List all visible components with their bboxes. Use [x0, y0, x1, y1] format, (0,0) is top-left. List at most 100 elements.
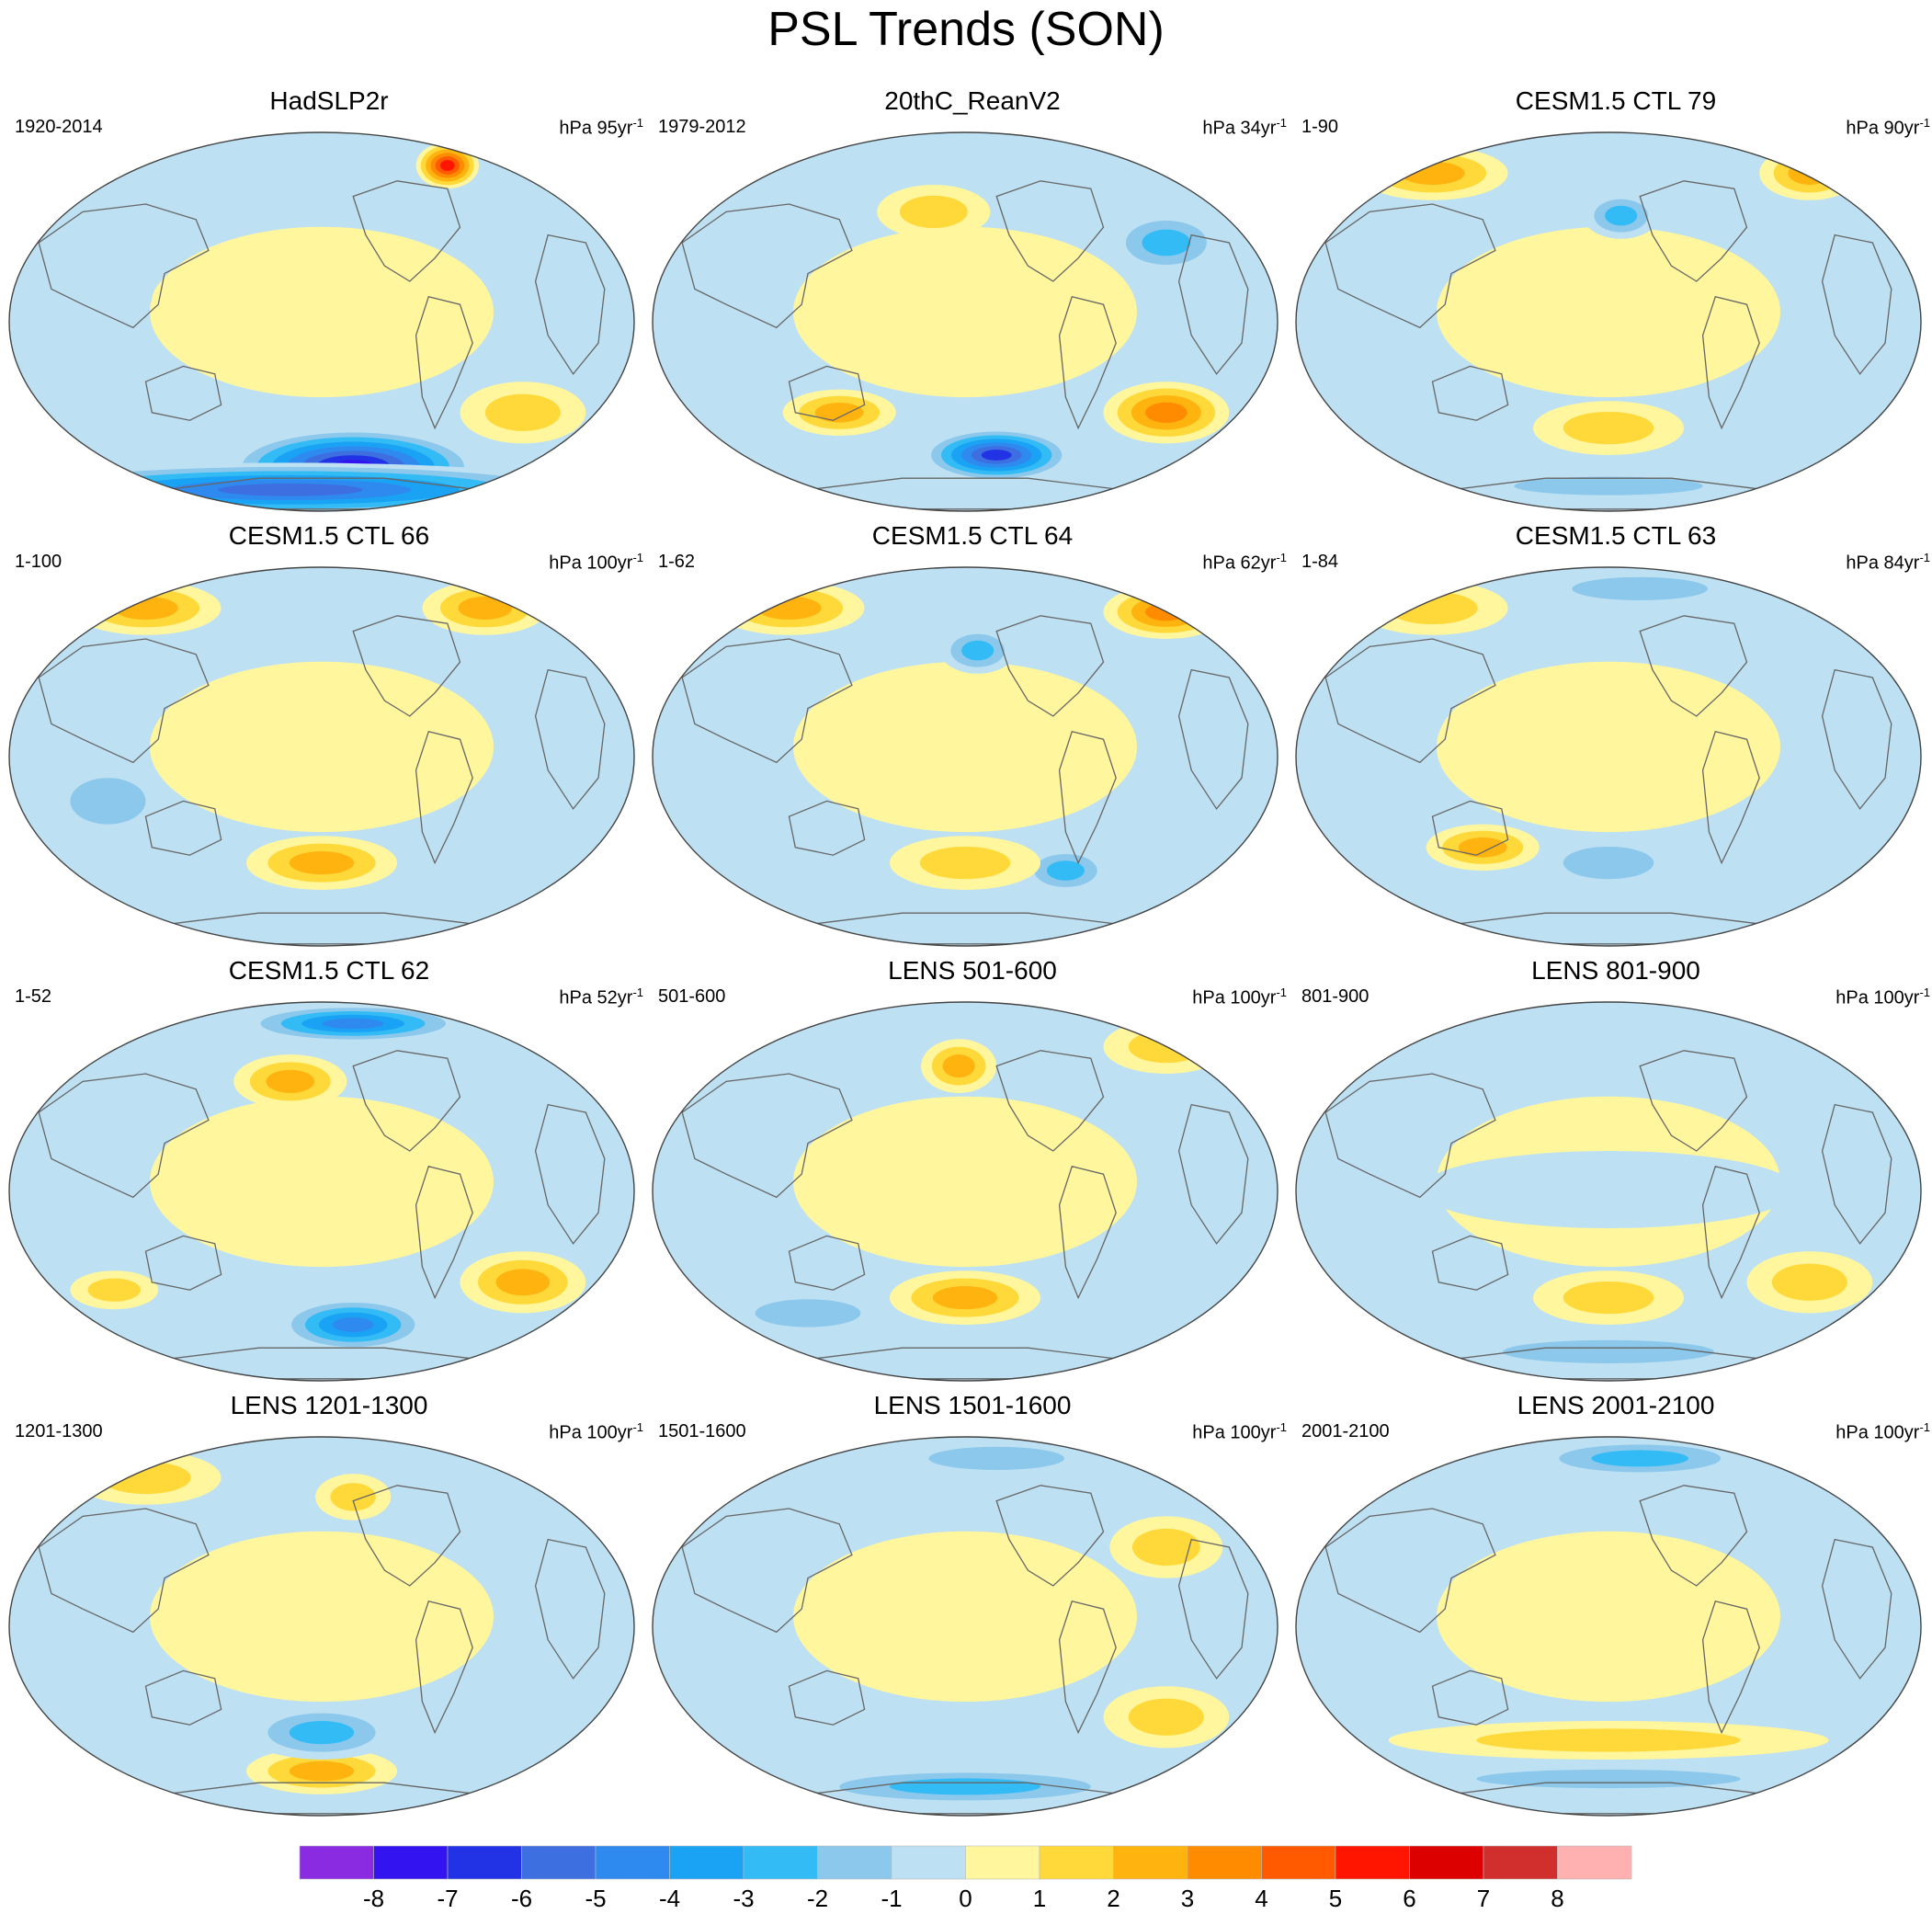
trend-map	[8, 1436, 635, 1817]
map-border	[1295, 566, 1922, 947]
coastline	[995, 615, 1105, 717]
coastline	[38, 203, 210, 329]
anomaly-contour	[889, 1778, 1041, 1795]
colorbar-tick-label: 5	[1329, 1885, 1342, 1912]
anomaly-contour	[70, 778, 146, 825]
units-label: hPa 100yr	[549, 553, 633, 574]
map-panel: LENS 801-900 801-900 hPa 100yr-1	[1294, 956, 1932, 1388]
panel-title: LENS 1501-1600	[873, 1391, 1072, 1419]
colorbar-bin	[1557, 1845, 1632, 1880]
trend-map	[1295, 1001, 1922, 1382]
panel-title: CESM1.5 CTL 63	[1515, 521, 1717, 550]
colorbar-bin	[669, 1845, 744, 1880]
colorbar-bin	[521, 1845, 597, 1880]
anomaly-contour	[928, 1446, 1065, 1470]
panel-title: LENS 801-900	[1531, 956, 1700, 985]
colorbar-tick-label: 1	[1033, 1885, 1046, 1912]
coastline	[1639, 615, 1748, 717]
panel-period: 1-52	[15, 986, 52, 1007]
panel-title: CESM1.5 CTL 79	[1515, 86, 1717, 115]
coastline	[534, 234, 606, 375]
colorbar-bin	[1187, 1845, 1262, 1880]
anomaly-contour	[961, 640, 994, 661]
anomaly-contour	[814, 403, 864, 423]
coastline	[681, 203, 853, 329]
panel-units: hPa 100yr-1	[1192, 1417, 1287, 1444]
coastline	[534, 1538, 606, 1680]
colorbar-bin	[447, 1845, 522, 1880]
anomaly-contour	[1563, 411, 1654, 445]
panel-period: 1-100	[15, 552, 63, 572]
anomaly-contour	[289, 1760, 355, 1782]
anomaly-contour	[1476, 1728, 1741, 1752]
anomaly-contour	[942, 1054, 975, 1078]
panel-units: hPa 100yr-1	[1835, 1417, 1930, 1444]
panel-title: HadSLP2r	[269, 86, 389, 115]
coastline	[352, 615, 461, 717]
map-border	[1295, 1001, 1922, 1382]
trend-map	[652, 131, 1279, 512]
coastline	[1058, 1166, 1117, 1300]
trend-map	[1295, 566, 1922, 947]
coastline	[1058, 296, 1117, 430]
units-exponent: -1	[1919, 1420, 1930, 1434]
units-exponent: -1	[1919, 551, 1930, 564]
coastline	[1324, 203, 1496, 329]
coastline	[1431, 800, 1509, 856]
anomaly-contour	[1503, 1339, 1714, 1363]
panel-period: 501-600	[658, 986, 726, 1007]
map-border	[652, 566, 1279, 947]
coastline	[1177, 668, 1249, 810]
positive-band	[793, 661, 1137, 833]
coastline	[1639, 1485, 1748, 1587]
colorbar-bin	[1335, 1845, 1410, 1880]
units-exponent: -1	[1276, 116, 1287, 130]
colorbar-tick-label: -1	[881, 1885, 902, 1912]
map-panel: HadSLP2r 1920-2014 hPa 95yr-1	[7, 86, 651, 518]
panel-period: 1920-2014	[15, 117, 103, 137]
trend-map	[652, 1001, 1279, 1382]
colorbar-tick-label: -6	[511, 1885, 532, 1912]
units-exponent: -1	[1276, 551, 1287, 564]
units-exponent: -1	[1276, 985, 1287, 999]
units-exponent: -1	[632, 551, 643, 564]
map-panel: LENS 1501-1600 1501-1600 hPa 100yr-1	[651, 1391, 1294, 1823]
anomaly-contour	[1458, 837, 1507, 858]
trend-map	[8, 1001, 635, 1382]
units-label: hPa 34yr	[1202, 118, 1277, 139]
units-label: hPa 52yr	[559, 987, 633, 1008]
coastline	[352, 180, 461, 282]
colorbar-bin	[891, 1845, 966, 1880]
panel-period: 1979-2012	[658, 117, 746, 137]
coastline	[1701, 1601, 1760, 1735]
panel-period: 1501-1600	[658, 1421, 746, 1441]
colorbar-tick-label: 8	[1551, 1885, 1563, 1912]
units-label: hPa 100yr	[549, 1422, 633, 1443]
map-panel: LENS 1201-1300 1201-1300 hPa 100yr-1	[7, 1391, 651, 1823]
coastline	[995, 1485, 1105, 1587]
panel-title: LENS 501-600	[888, 956, 1057, 985]
anomaly-contour	[1046, 860, 1085, 881]
colorbar-bin	[1409, 1845, 1484, 1880]
anomaly-contour	[1131, 1528, 1200, 1567]
coastline	[415, 1601, 473, 1735]
anomaly-contour	[289, 1721, 355, 1745]
anomaly-contour	[322, 1018, 384, 1030]
coastline	[1639, 180, 1748, 282]
map-border	[8, 131, 635, 512]
trend-map	[652, 566, 1279, 947]
anomaly-contour	[1572, 576, 1709, 600]
coastline	[352, 1050, 461, 1152]
colorbar-bin	[299, 1845, 374, 1880]
coastline	[1821, 1538, 1892, 1680]
map-panel: LENS 2001-2100 2001-2100 hPa 100yr-1	[1294, 1391, 1932, 1823]
colorbar-tick-label: -3	[733, 1885, 754, 1912]
units-exponent: -1	[632, 985, 643, 999]
trend-map	[652, 1436, 1279, 1817]
map-panel: CESM1.5 CTL 62 1-52 hPa 52yr-1	[7, 956, 651, 1388]
colorbar-bin	[595, 1845, 670, 1880]
panel-units: hPa 52yr-1	[559, 982, 643, 1009]
anomaly-contour	[217, 484, 363, 496]
coastline	[144, 365, 222, 421]
anomaly-contour	[458, 596, 513, 620]
